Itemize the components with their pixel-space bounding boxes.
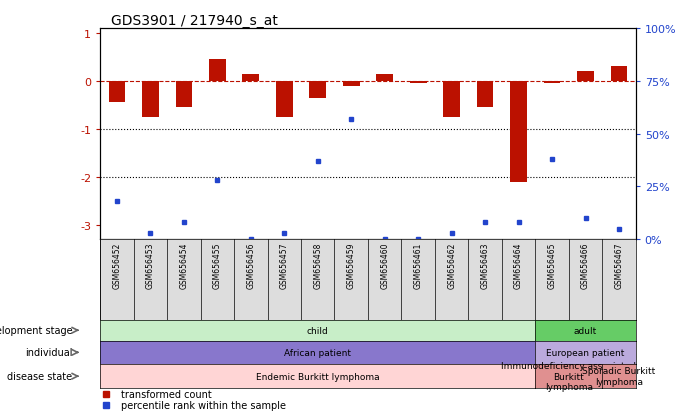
Bar xyxy=(510,82,527,182)
Text: GSM656456: GSM656456 xyxy=(246,242,255,288)
Text: GSM656458: GSM656458 xyxy=(313,242,322,288)
Text: GSM656464: GSM656464 xyxy=(514,242,523,288)
Text: individual: individual xyxy=(25,347,72,358)
Bar xyxy=(209,60,226,82)
Text: GSM656459: GSM656459 xyxy=(347,242,356,288)
Bar xyxy=(577,72,594,82)
Bar xyxy=(343,82,359,86)
Text: GSM656463: GSM656463 xyxy=(481,242,490,288)
Text: GSM656455: GSM656455 xyxy=(213,242,222,288)
Text: GSM656462: GSM656462 xyxy=(447,242,456,288)
Bar xyxy=(243,74,259,82)
Text: Sporadic Burkitt
lymphoma: Sporadic Burkitt lymphoma xyxy=(583,367,656,386)
Text: development stage: development stage xyxy=(0,325,72,335)
Text: disease state: disease state xyxy=(7,371,72,381)
Bar xyxy=(477,82,493,108)
Bar xyxy=(310,82,326,98)
Bar xyxy=(611,67,627,82)
Bar xyxy=(108,82,125,103)
Text: GSM656465: GSM656465 xyxy=(547,242,556,288)
Text: percentile rank within the sample: percentile rank within the sample xyxy=(120,400,285,410)
Text: adult: adult xyxy=(574,326,597,335)
Bar xyxy=(142,82,159,117)
Text: GSM656453: GSM656453 xyxy=(146,242,155,288)
Text: GSM656460: GSM656460 xyxy=(380,242,389,288)
Text: GSM656466: GSM656466 xyxy=(581,242,590,288)
Text: European patient: European patient xyxy=(547,348,625,357)
Bar xyxy=(377,74,393,82)
Bar xyxy=(176,82,192,108)
Bar xyxy=(410,82,426,84)
Text: child: child xyxy=(307,326,329,335)
Text: Endemic Burkitt lymphoma: Endemic Burkitt lymphoma xyxy=(256,372,379,381)
Bar xyxy=(276,82,293,117)
Text: GSM656467: GSM656467 xyxy=(614,242,623,288)
Bar xyxy=(544,82,560,84)
Text: Immunodeficiency associated
Burkitt
lymphoma: Immunodeficiency associated Burkitt lymp… xyxy=(501,361,636,391)
Bar xyxy=(443,82,460,117)
Text: GDS3901 / 217940_s_at: GDS3901 / 217940_s_at xyxy=(111,14,278,28)
Text: transformed count: transformed count xyxy=(120,389,211,399)
Text: GSM656454: GSM656454 xyxy=(180,242,189,288)
Text: GSM656457: GSM656457 xyxy=(280,242,289,288)
Text: African patient: African patient xyxy=(284,348,351,357)
Text: GSM656461: GSM656461 xyxy=(414,242,423,288)
Text: GSM656452: GSM656452 xyxy=(113,242,122,288)
